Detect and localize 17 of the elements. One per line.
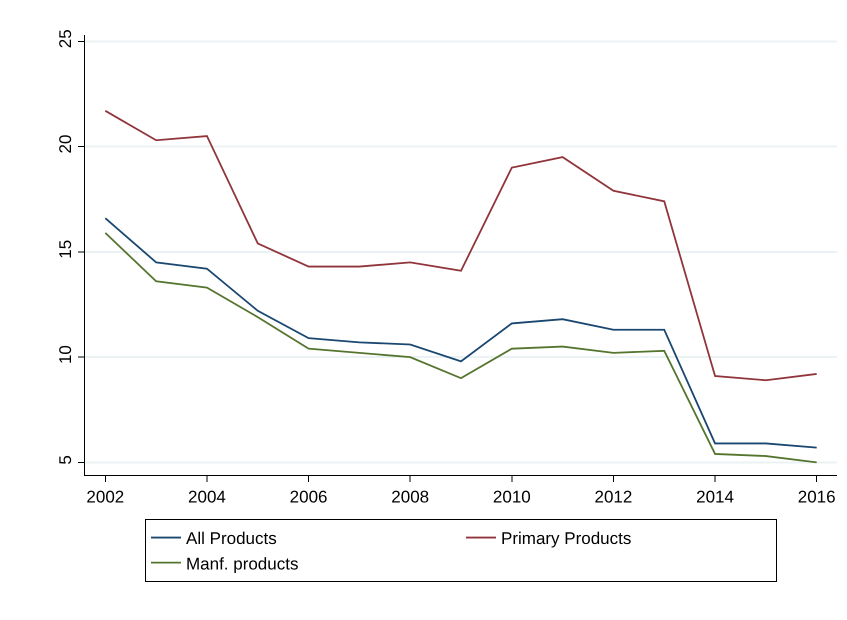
y-tick-label: 5	[56, 455, 76, 465]
x-tick-label: 2016	[798, 487, 836, 506]
y-tick-label: 10	[56, 345, 76, 364]
x-tick-label: 2008	[391, 487, 430, 506]
legend-label: Primary Products	[501, 529, 632, 548]
x-tick-label: 2014	[696, 487, 734, 506]
y-tick-label: 15	[56, 240, 76, 259]
x-tick-label: 2006	[290, 487, 328, 506]
x-tick-label: 2004	[188, 487, 226, 506]
x-tick-label: 2012	[594, 487, 632, 506]
y-tick-label: 25	[56, 29, 76, 48]
x-tick-label: 2002	[86, 487, 124, 506]
legend-label: Manf. products	[186, 554, 298, 574]
x-tick-label: 2010	[492, 487, 531, 506]
y-tick-label: 20	[56, 134, 76, 154]
legend-label: All Products	[186, 529, 277, 548]
line-series	[104, 110, 818, 382]
